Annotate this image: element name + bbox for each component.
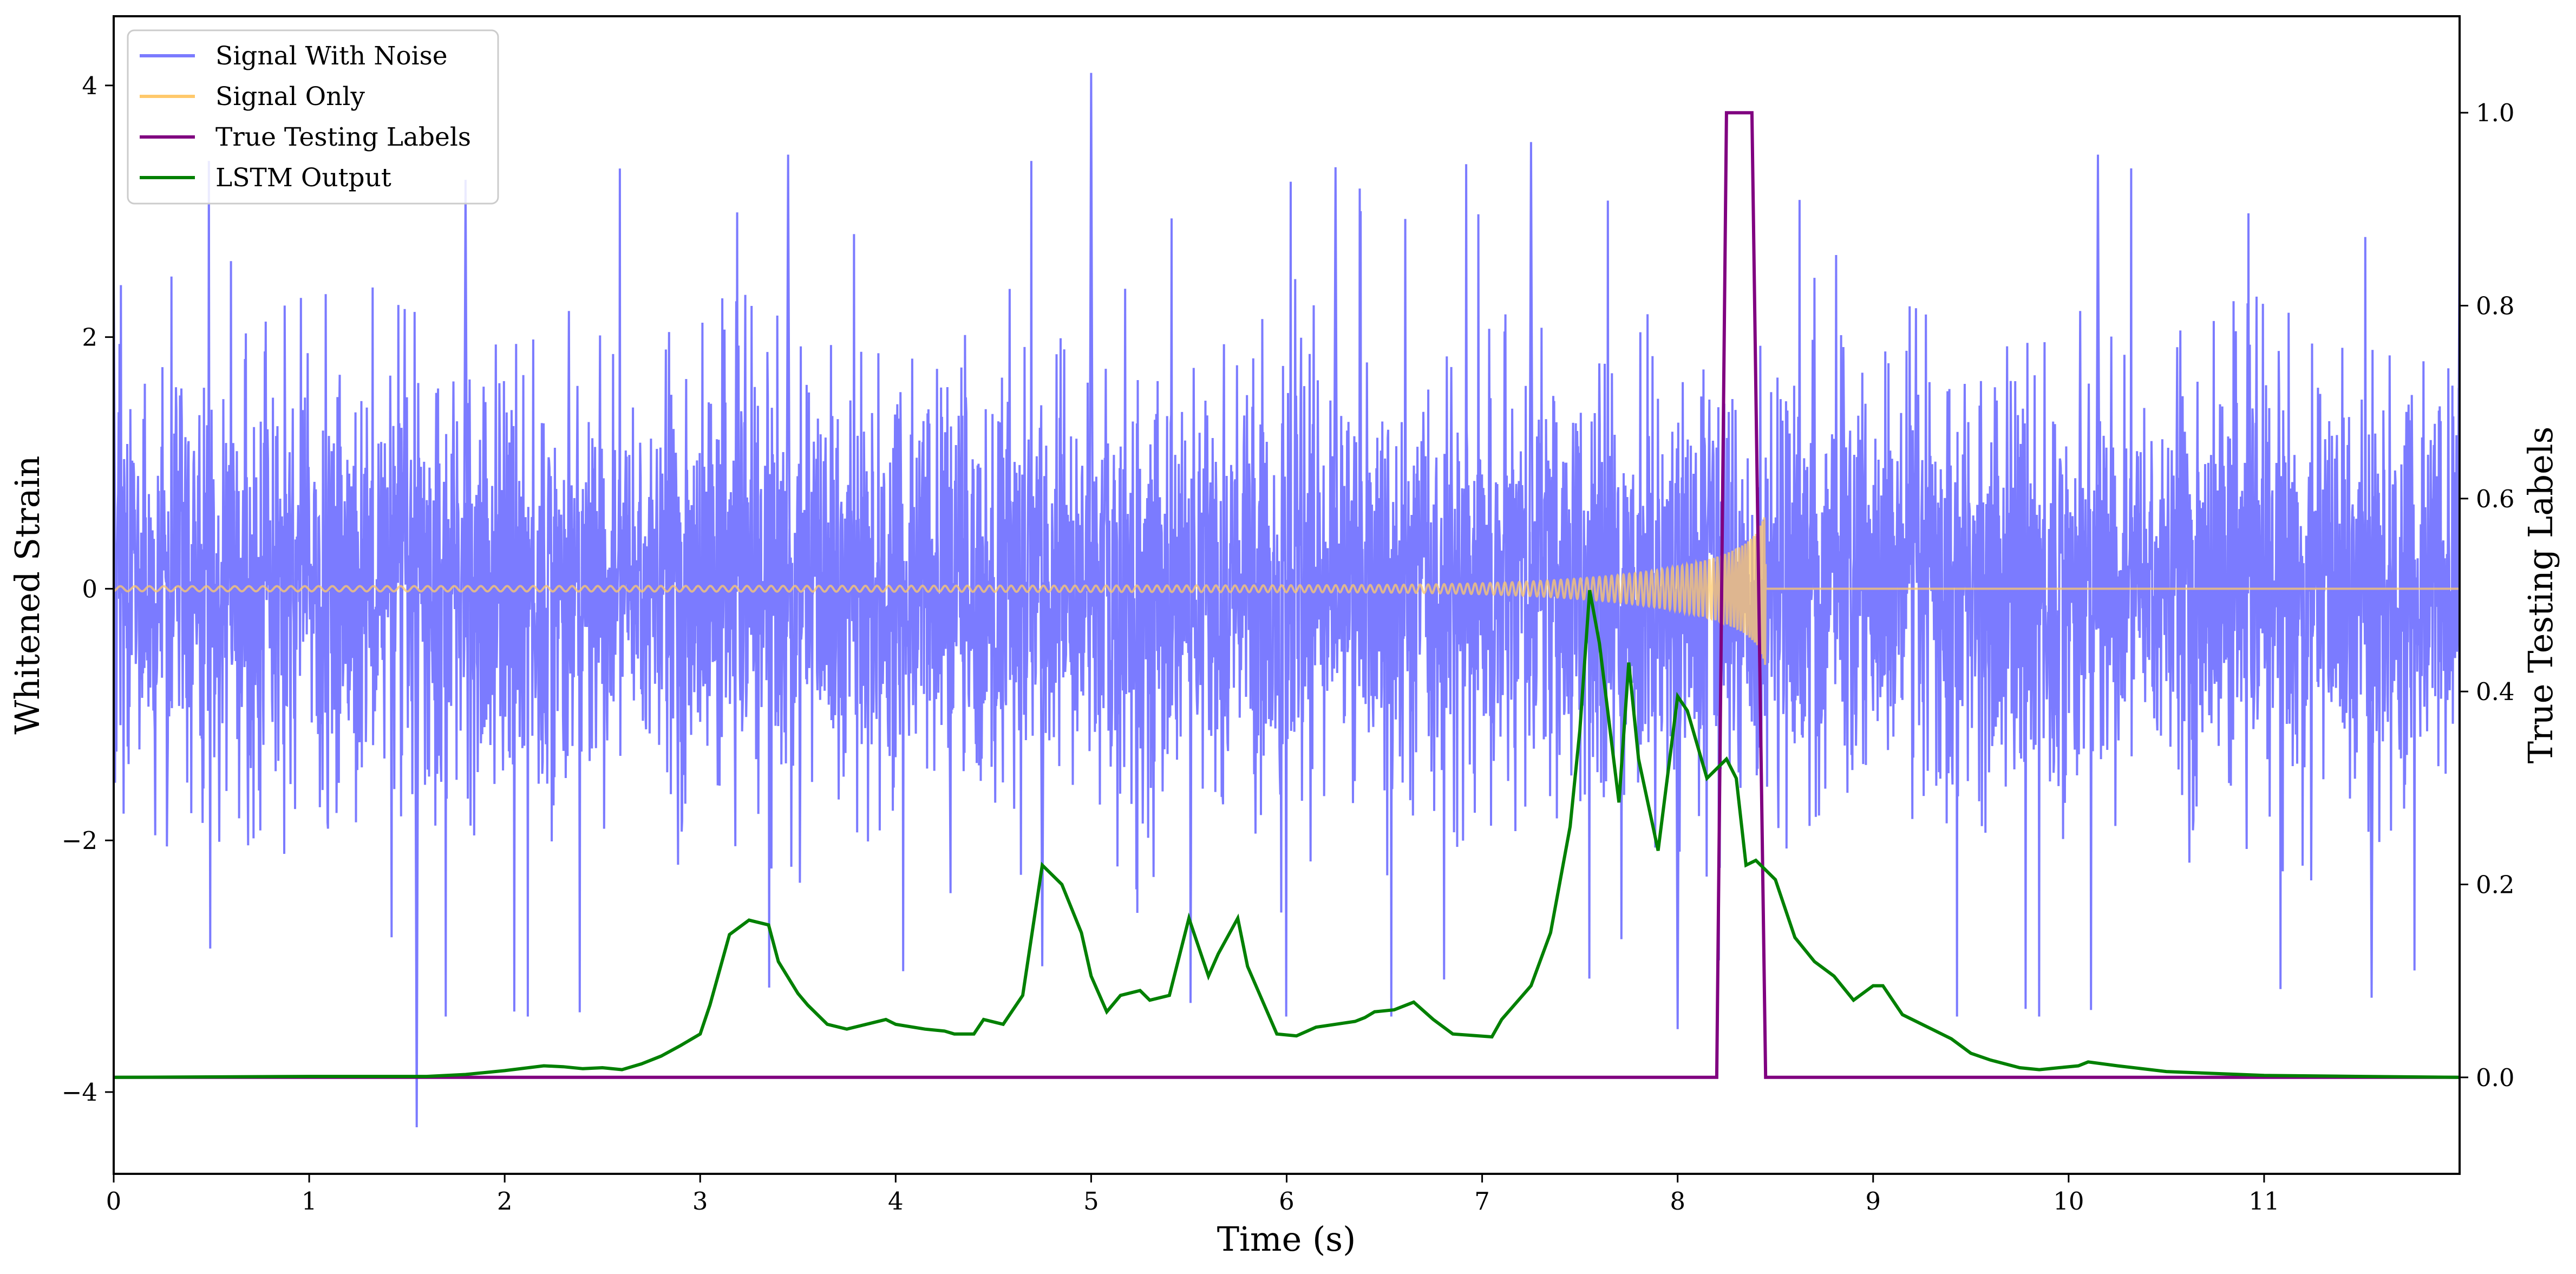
y2-tick-label: 0.0 bbox=[2476, 1063, 2515, 1092]
x-tick-label: 2 bbox=[497, 1187, 513, 1216]
y-tick-label: 2 bbox=[82, 323, 97, 352]
y2-tick-label: 0.6 bbox=[2476, 485, 2515, 513]
legend-box bbox=[127, 29, 499, 205]
y-tick-label: 0 bbox=[82, 574, 97, 603]
y2-tick-label: 0.8 bbox=[2476, 292, 2515, 321]
series-true-testing-labels-line bbox=[114, 111, 2460, 1079]
x-tick-label: 6 bbox=[1279, 1187, 1294, 1216]
legend-label-signal-with-noise: Signal With Noise bbox=[215, 41, 448, 71]
x-tick-label: 9 bbox=[1865, 1187, 1881, 1216]
series-lstm-output-line bbox=[114, 590, 2460, 1079]
y-tick-label: 4 bbox=[82, 71, 97, 100]
x-axis-title: Time (s) bbox=[1217, 1219, 1356, 1259]
x-tick-label: 3 bbox=[692, 1187, 708, 1216]
x-tick-label: 7 bbox=[1474, 1187, 1490, 1216]
legend-label-signal-only: Signal Only bbox=[215, 82, 365, 112]
y2-tick-label: 1.0 bbox=[2476, 99, 2515, 127]
y-tick-label: −4 bbox=[62, 1078, 97, 1107]
plot-area bbox=[114, 73, 2460, 1128]
y2-tick-label: 0.4 bbox=[2476, 677, 2515, 706]
series-signal-only-line bbox=[114, 517, 2460, 665]
x-tick-label: 0 bbox=[106, 1187, 122, 1216]
y-tick-label: −2 bbox=[62, 826, 97, 855]
x-tick-label: 10 bbox=[2053, 1187, 2084, 1216]
legend-label-lstm-output: LSTM Output bbox=[215, 163, 391, 193]
y2-axis-title: True Testing Labels bbox=[2521, 427, 2560, 764]
legend-label-true-testing-labels: True Testing Labels bbox=[215, 122, 471, 152]
x-tick-label: 11 bbox=[2248, 1187, 2279, 1216]
x-axis: 0 1 2 3 4 5 6 7 8 9 10 11 bbox=[106, 1174, 2280, 1216]
y-axis-title: Whitened Strain bbox=[8, 456, 47, 735]
x-tick-label: 5 bbox=[1083, 1187, 1099, 1216]
y-axis-right: 0.0 0.2 0.4 0.6 0.8 1.0 bbox=[2460, 99, 2515, 1092]
series-signal-with-noise-line bbox=[114, 73, 2460, 1128]
legend: Signal With Noise Signal Only True Testi… bbox=[127, 29, 499, 205]
x-tick-label: 4 bbox=[888, 1187, 904, 1216]
x-tick-label: 8 bbox=[1670, 1187, 1685, 1216]
y-axis-left: −4 −2 0 2 4 bbox=[62, 71, 114, 1107]
y2-tick-label: 0.2 bbox=[2476, 871, 2515, 899]
x-tick-label: 1 bbox=[302, 1187, 317, 1216]
